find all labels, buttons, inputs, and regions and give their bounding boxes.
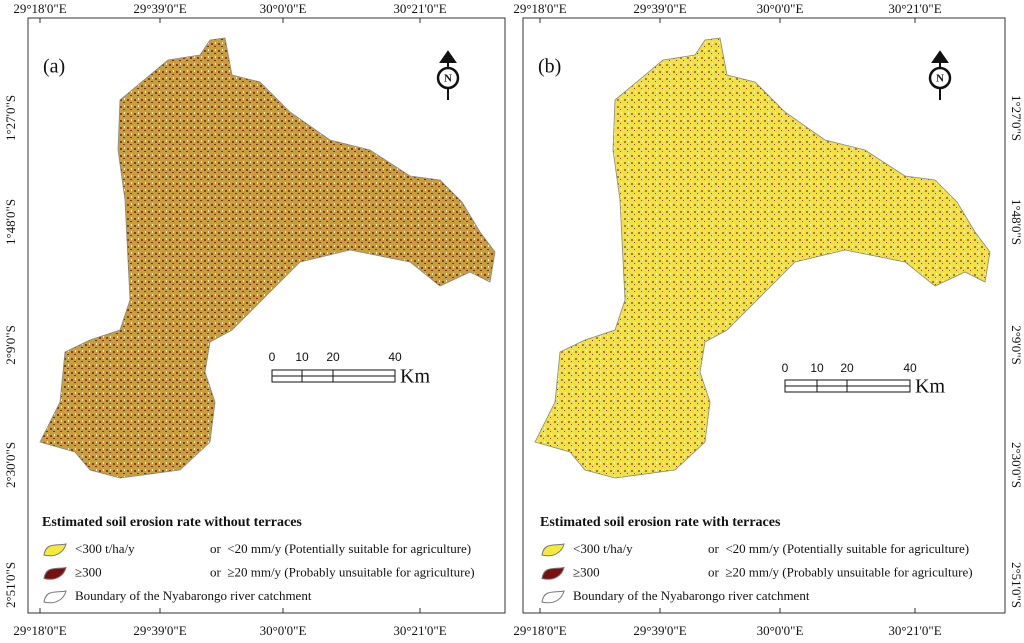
legend-text: or ≥20 mm/y (Probably unsuitable for agr… — [708, 564, 973, 579]
north-label: N — [936, 73, 944, 85]
scale-label: 10 — [295, 350, 309, 364]
x-label-bottom: 29°39'0"E — [633, 623, 686, 638]
scale-label: 40 — [903, 361, 917, 375]
x-label-top: 29°18'0"E — [513, 1, 566, 16]
scale-unit: Km — [915, 376, 945, 398]
legend-swatch — [43, 543, 67, 557]
legend-title: Estimated soil erosion rate without terr… — [42, 515, 302, 530]
legend-title: Estimated soil erosion rate with terrace… — [540, 515, 781, 530]
legend-text: ≥300 — [573, 564, 600, 579]
legend-swatch — [43, 590, 67, 604]
y-label: 2°9'0"S — [1009, 325, 1024, 365]
legend-text: or <20 mm/y (Potentially suitable for ag… — [708, 541, 969, 556]
y-label: 2°51'0"S — [1009, 562, 1024, 608]
scale-label: 40 — [388, 350, 402, 364]
y-label: 2°51'0"S — [3, 562, 18, 608]
x-label-bottom: 29°18'0"E — [13, 623, 66, 638]
catchment — [534, 37, 991, 479]
legend-text: ≥300 — [75, 564, 102, 579]
x-label-top: 29°39'0"E — [633, 1, 686, 16]
y-label: 1°48'0"S — [3, 199, 18, 245]
x-label-top: 29°18'0"E — [13, 1, 66, 16]
panel-label: (a) — [43, 56, 65, 78]
x-label-top: 29°39'0"E — [133, 1, 186, 16]
x-label-bottom: 30°0'0"E — [757, 623, 804, 638]
y-label: 2°30'0"S — [1009, 442, 1024, 488]
x-label-top: 30°21'0"E — [888, 1, 941, 16]
legend-text: <300 t/ha/y — [75, 541, 135, 556]
legend-text: Boundary of the Nyabarongo river catchme… — [573, 588, 810, 603]
legend-text: Boundary of the Nyabarongo river catchme… — [75, 588, 312, 603]
x-label-top: 30°0'0"E — [260, 1, 307, 16]
y-label: 1°27'0"S — [1009, 95, 1024, 141]
x-label-bottom: 30°21'0"E — [393, 623, 446, 638]
x-label-bottom: 30°0'0"E — [260, 623, 307, 638]
panel-label: (b) — [538, 56, 561, 78]
x-label-top: 30°21'0"E — [393, 1, 446, 16]
scale-label: 0 — [269, 350, 276, 364]
legend-text: or ≥20 mm/y (Probably unsuitable for agr… — [210, 564, 475, 579]
legend-text: or <20 mm/y (Potentially suitable for ag… — [210, 541, 471, 556]
x-label-top: 30°0'0"E — [757, 1, 804, 16]
scale-label: 0 — [782, 361, 789, 375]
scale-label: 20 — [840, 361, 854, 375]
x-label-bottom: 30°21'0"E — [888, 623, 941, 638]
x-label-bottom: 29°39'0"E — [133, 623, 186, 638]
north-label: N — [444, 73, 452, 85]
legend-swatch — [541, 566, 565, 580]
y-label: 2°9'0"S — [3, 325, 18, 365]
scale-unit: Km — [400, 366, 430, 388]
north-arrow — [931, 50, 949, 100]
legend-swatch — [541, 543, 565, 557]
catchment — [39, 37, 496, 479]
y-label: 2°30'0"S — [3, 442, 18, 488]
legend-text: <300 t/ha/y — [573, 541, 633, 556]
y-label: 1°27'0"S — [3, 95, 18, 141]
legend-swatch — [43, 566, 67, 580]
north-arrow — [439, 50, 457, 100]
y-label: 1°48'0"S — [1009, 199, 1024, 245]
x-label-bottom: 29°18'0"E — [513, 623, 566, 638]
legend-swatch — [541, 590, 565, 604]
scale-label: 10 — [810, 361, 824, 375]
scale-label: 20 — [326, 350, 340, 364]
